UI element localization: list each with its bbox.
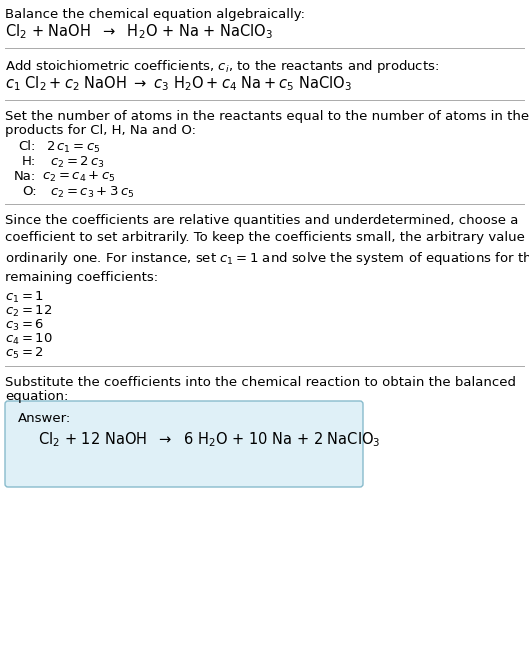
Text: $\mathrm{Cl_2}$ + NaOH  $\rightarrow$  $\mathrm{H_2O}$ + Na + $\mathrm{NaClO_3}$: $\mathrm{Cl_2}$ + NaOH $\rightarrow$ $\m… — [5, 22, 273, 41]
FancyBboxPatch shape — [5, 401, 363, 487]
Text: $\mathrm{Cl_2}$ + 12 NaOH  $\rightarrow$  6 $\mathrm{H_2O}$ + 10 Na + 2 $\mathrm: $\mathrm{Cl_2}$ + 12 NaOH $\rightarrow$ … — [38, 430, 380, 449]
Text: $c_2 = c_3 + 3\,c_5$: $c_2 = c_3 + 3\,c_5$ — [50, 185, 134, 200]
Text: $2\,c_1 = c_5$: $2\,c_1 = c_5$ — [46, 140, 101, 155]
Text: H:: H: — [22, 155, 37, 168]
Text: Since the coefficients are relative quantities and underdetermined, choose a
coe: Since the coefficients are relative quan… — [5, 214, 529, 285]
Text: Balance the chemical equation algebraically:: Balance the chemical equation algebraica… — [5, 8, 305, 21]
Text: $c_1\ \mathrm{Cl_2} + c_2\ \mathrm{NaOH}\ \rightarrow\ c_3\ \mathrm{H_2O} + c_4\: $c_1\ \mathrm{Cl_2} + c_2\ \mathrm{NaOH}… — [5, 74, 352, 93]
Text: $c_2 = c_4 + c_5$: $c_2 = c_4 + c_5$ — [42, 170, 116, 184]
Text: O:: O: — [22, 185, 37, 198]
Text: $c_5 = 2$: $c_5 = 2$ — [5, 346, 44, 361]
Text: $c_2 = 12$: $c_2 = 12$ — [5, 304, 52, 319]
Text: Na:: Na: — [14, 170, 37, 183]
Text: $c_4 = 10$: $c_4 = 10$ — [5, 332, 53, 347]
Text: $c_3 = 6$: $c_3 = 6$ — [5, 318, 44, 333]
Text: Answer:: Answer: — [18, 412, 71, 425]
Text: Cl:: Cl: — [18, 140, 35, 153]
Text: Add stoichiometric coefficients, $c_i$, to the reactants and products:: Add stoichiometric coefficients, $c_i$, … — [5, 58, 439, 75]
Text: $c_2 = 2\,c_3$: $c_2 = 2\,c_3$ — [50, 155, 105, 170]
Text: equation:: equation: — [5, 390, 68, 403]
Text: products for Cl, H, Na and O:: products for Cl, H, Na and O: — [5, 124, 196, 137]
Text: Substitute the coefficients into the chemical reaction to obtain the balanced: Substitute the coefficients into the che… — [5, 376, 516, 389]
Text: $c_1 = 1$: $c_1 = 1$ — [5, 290, 44, 305]
Text: Set the number of atoms in the reactants equal to the number of atoms in the: Set the number of atoms in the reactants… — [5, 110, 529, 123]
